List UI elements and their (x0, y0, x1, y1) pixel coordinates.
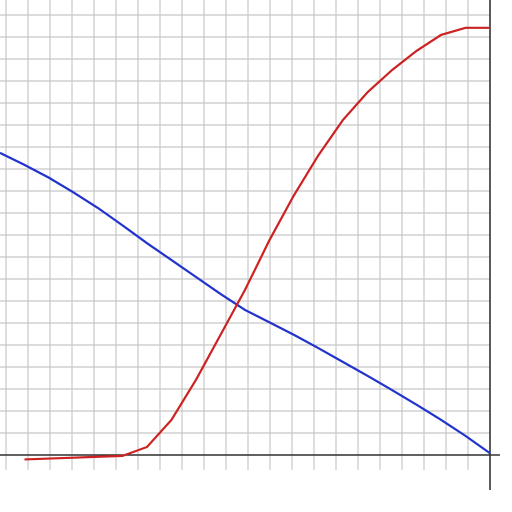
series-line (24, 26, 490, 461)
series-line (0, 151, 491, 455)
